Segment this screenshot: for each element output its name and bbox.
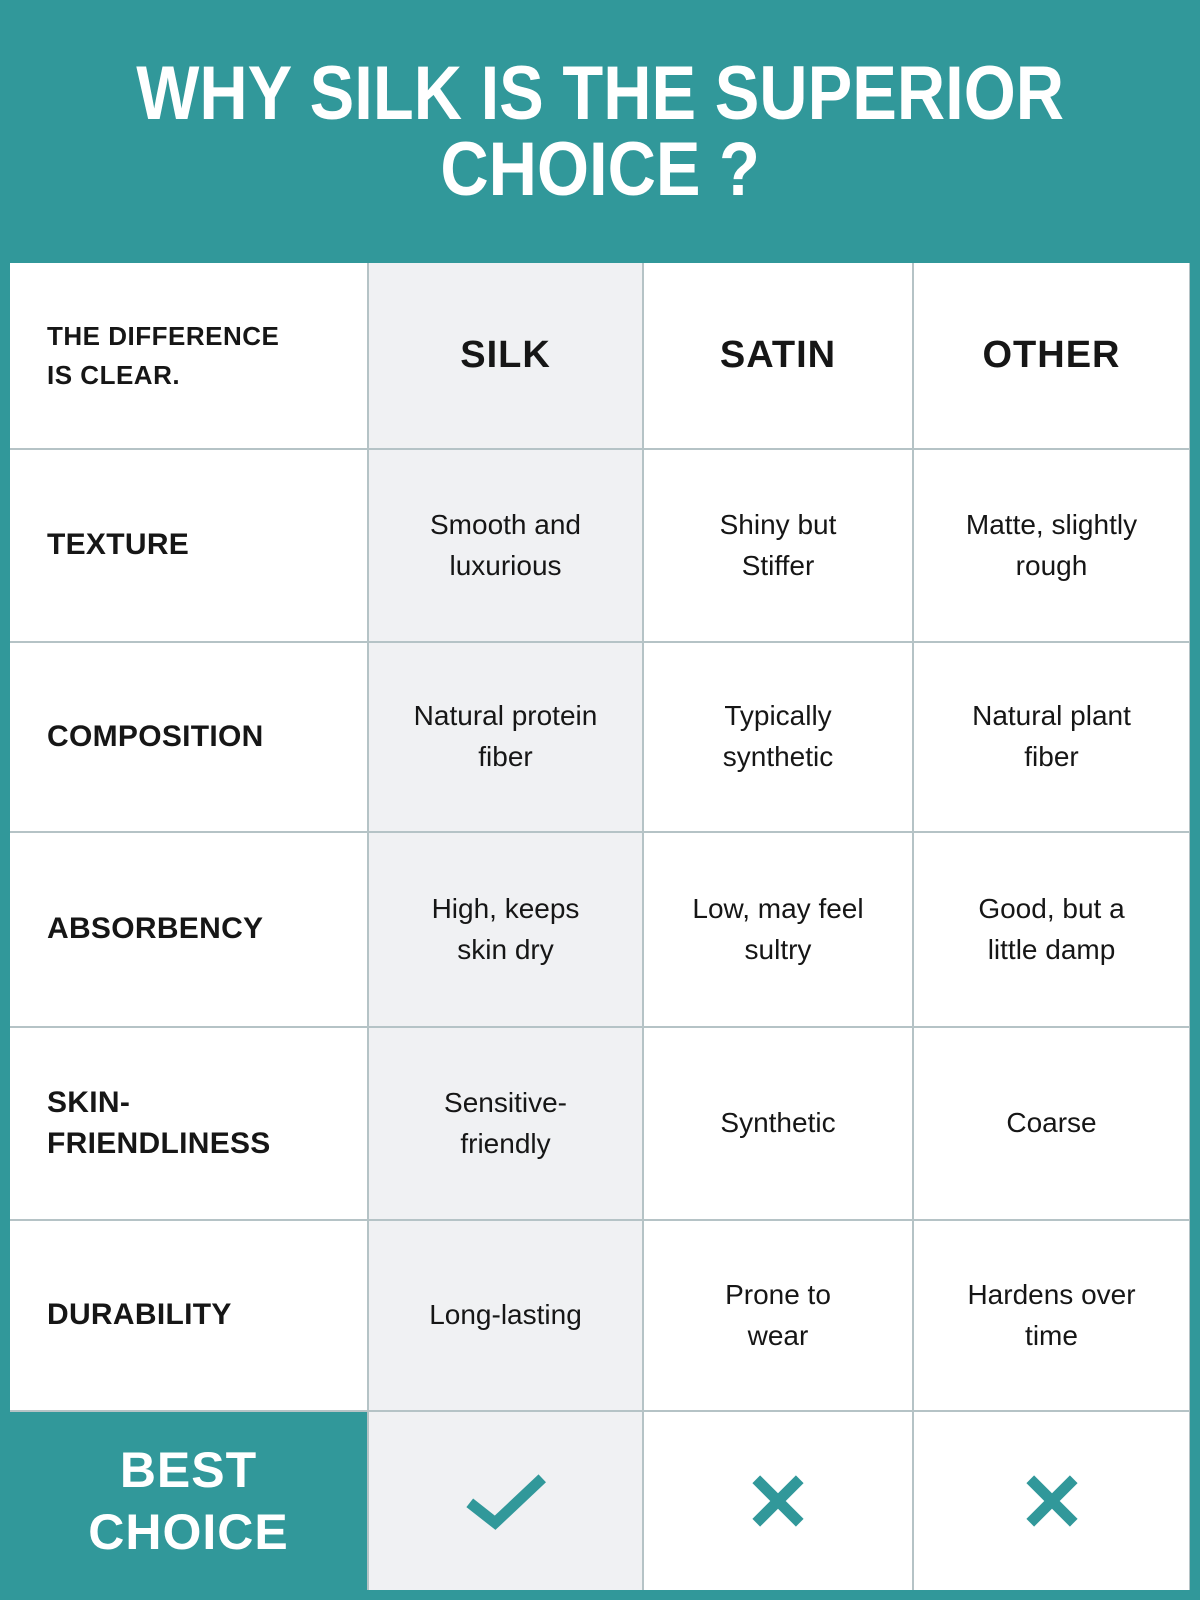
- title-band: WHY SILK IS THE SUPERIOR CHOICE ?: [0, 0, 1200, 263]
- cell-durability-satin: Prone to wear: [644, 1221, 912, 1410]
- cell-absorbency-other: Good, but a little damp: [914, 833, 1189, 1026]
- cell-composition-other: Natural plant fiber: [914, 643, 1189, 831]
- cell-durability-other: Hardens over time: [914, 1221, 1189, 1410]
- cell-texture-other: Matte, slightly rough: [914, 450, 1189, 641]
- cell-composition-satin: Typically synthetic: [644, 643, 912, 831]
- row-label-composition: COMPOSITION: [10, 643, 367, 831]
- best-choice-label-cell: BEST CHOICE: [10, 1412, 367, 1590]
- cell-composition-silk: Natural protein fiber: [369, 643, 642, 831]
- check-icon: [465, 1474, 546, 1530]
- cell-skin-friendliness-satin: Synthetic: [644, 1028, 912, 1219]
- cross-icon: [752, 1475, 804, 1527]
- cell-absorbency-silk: High, keeps skin dry: [369, 833, 642, 1026]
- comparison-table: THE DIFFERENCE IS CLEAR. SILK SATIN OTHE…: [10, 263, 1190, 1590]
- column-header-other: OTHER: [914, 263, 1189, 448]
- column-header-satin: SATIN: [644, 263, 912, 448]
- cell-skin-friendliness-other: Coarse: [914, 1028, 1189, 1219]
- cell-skin-friendliness-silk: Sensitive- friendly: [369, 1028, 642, 1219]
- column-header-silk: SILK: [369, 263, 642, 448]
- row-label-skin-friendliness: SKIN- FRIENDLINESS: [10, 1028, 367, 1219]
- best-choice-label: BEST CHOICE: [88, 1441, 289, 1561]
- cell-texture-satin: Shiny but Stiffer: [644, 450, 912, 641]
- cross-icon: [1025, 1475, 1078, 1527]
- row-label-durability: DURABILITY: [10, 1221, 367, 1410]
- cell-durability-silk: Long-lasting: [369, 1221, 642, 1410]
- page-title: WHY SILK IS THE SUPERIOR CHOICE ?: [136, 50, 1064, 212]
- cell-texture-silk: Smooth and luxurious: [369, 450, 642, 641]
- cell-absorbency-satin: Low, may feel sultry: [644, 833, 912, 1026]
- table-intro-cell: THE DIFFERENCE IS CLEAR.: [10, 263, 367, 448]
- row-label-absorbency: ABSORBENCY: [10, 833, 367, 1026]
- best-choice-silk-cell: [369, 1412, 642, 1590]
- best-choice-other-cell: [914, 1412, 1189, 1590]
- best-choice-satin-cell: [644, 1412, 912, 1590]
- intro-text: THE DIFFERENCE IS CLEAR.: [47, 320, 280, 390]
- row-label-texture: TEXTURE: [10, 450, 367, 641]
